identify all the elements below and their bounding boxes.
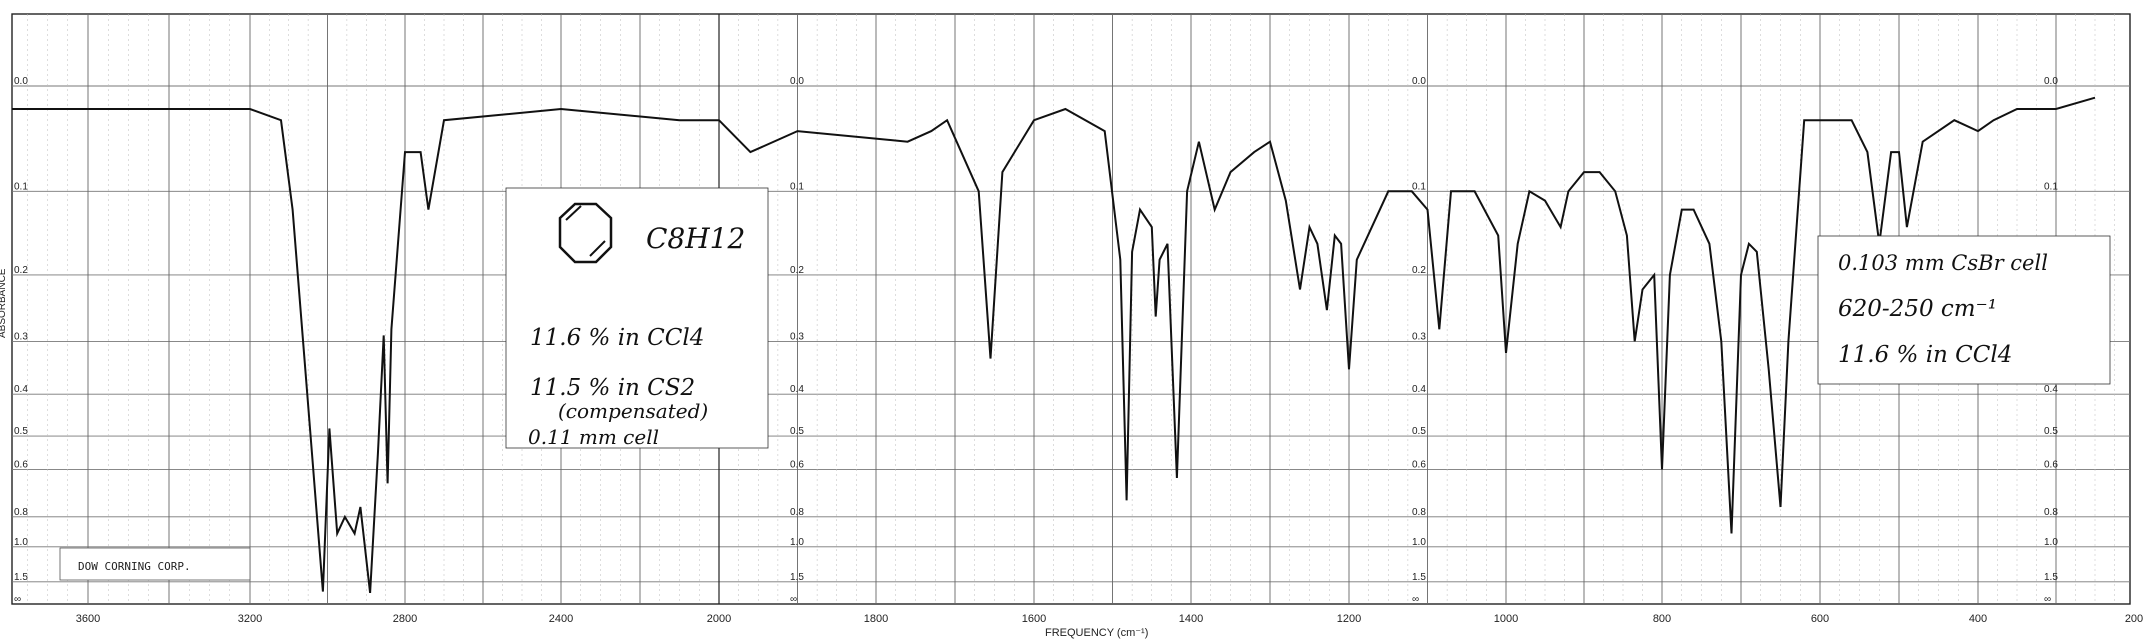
absorbance-tick-label: 0.5 [1412,426,1426,437]
frequency-tick-label: 2800 [393,613,417,625]
absorbance-tick-label: 0.5 [790,426,804,437]
absorbance-tick-label: 0.8 [14,507,28,518]
frequency-tick-label: 3200 [238,613,262,625]
frequency-tick-label: 1600 [1022,613,1046,625]
absorbance-tick-label: 0.3 [1412,331,1426,342]
frequency-tick-label: 2400 [549,613,573,625]
note-left-1: 11.6 % in CCl4 [530,325,704,351]
absorbance-tick-label: 0.4 [14,384,28,395]
absorbance-tick-label: 0.6 [2044,459,2058,470]
absorbance-tick-label: 1.0 [790,537,804,548]
plot-frame [11,13,2131,605]
note-box [1817,235,2111,385]
absorbance-tick-label: 0.1 [2044,181,2058,192]
absorbance-tick-label: ∞ [14,594,21,605]
frequency-tick-label: 3600 [76,613,100,625]
frequency-tick-label: 1200 [1337,613,1361,625]
frequency-tick-label: 600 [1811,613,1829,625]
frequency-tick-label: 200 [2125,613,2143,625]
absorbance-tick-label: 0.6 [1412,459,1426,470]
absorbance-tick-label: 0.6 [14,459,28,470]
formula-text: C8H12 [646,222,745,255]
absorbance-tick-label: 1.5 [14,572,28,583]
absorbance-tick-label: 0.8 [2044,507,2058,518]
absorbance-tick-label: 0.4 [790,384,804,395]
absorbance-tick-label: 0.4 [1412,384,1426,395]
note-left-3: (compensated) [558,399,708,423]
x-axis-label: FREQUENCY (cm⁻¹) [1045,627,1148,639]
absorbance-tick-label: 1.0 [14,537,28,548]
absorbance-tick-label: 0.0 [1412,76,1426,87]
absorbance-tick-label: 0.3 [14,331,28,342]
frequency-tick-label: 2000 [707,613,731,625]
absorbance-tick-label: 1.5 [1412,572,1426,583]
y-axis-label: ABSORBANCE [0,268,8,338]
note-right-1: 0.103 mm CsBr cell [1838,251,2048,275]
absorbance-tick-label: 0.2 [14,265,28,276]
absorbance-tick-label: 1.0 [1412,537,1426,548]
frequency-tick-label: 1400 [1179,613,1203,625]
cyclooctadiene-structure-icon [558,202,613,264]
absorbance-tick-label: ∞ [2044,594,2051,605]
absorbance-tick-label: 0.1 [14,181,28,192]
absorbance-tick-label: 0.2 [790,265,804,276]
absorbance-tick-label: 0.3 [790,331,804,342]
absorbance-tick-label: 0.8 [1412,507,1426,518]
frequency-tick-label: 400 [1969,613,1987,625]
note-right-2: 620-250 cm⁻¹ [1838,296,1997,322]
absorbance-tick-label: 1.0 [2044,537,2058,548]
absorbance-tick-label: ∞ [1412,594,1419,605]
absorbance-tick-label: 0.4 [2044,384,2058,395]
spectrum-line [12,96,2096,594]
absorbance-tick-label: 0.6 [790,459,804,470]
absorbance-tick-label: 1.5 [790,572,804,583]
double-bond-line [589,240,606,257]
frequency-tick-label: 800 [1653,613,1671,625]
note-box [505,187,769,449]
absorbance-tick-label: 0.2 [1412,265,1426,276]
absorbance-tick-label: 0.1 [1412,181,1426,192]
absorbance-tick-label: 0.5 [2044,426,2058,437]
note-box-right: 0.103 mm CsBr cell 620-250 cm⁻¹ 11.6 % i… [1817,235,2111,385]
note-left-4: 0.11 mm cell [528,425,659,449]
absorbance-tick-label: 0.0 [2044,76,2058,87]
stamp-box [59,547,251,581]
absorbance-tick-label: ∞ [790,594,797,605]
frequency-tick-label: 1800 [864,613,888,625]
frequency-ticks: 3600 3200 2800 2400 2000 1800 1600 1400 1200 1000… [76,613,2143,625]
note-box-left: C8H12 11.6 % in CCl4 11.5 % in CS2 (comp… [505,187,769,449]
absorbance-tick-label: 0.8 [790,507,804,518]
absorbance-tick-label: 0.1 [790,181,804,192]
note-left-2: 11.5 % in CS2 [530,375,695,401]
frequency-tick-label: 1000 [1494,613,1518,625]
note-right-3: 11.6 % in CCl4 [1838,342,2012,368]
absorbance-tick-label: 0.5 [14,426,28,437]
absorbance-tick-label: 0.0 [14,76,28,87]
absorbance-tick-label: 0.0 [790,76,804,87]
dow-corning-stamp: DOW CORNING CORP. [78,560,191,573]
double-bond-line [565,205,582,221]
absorbance-tick-label: 1.5 [2044,572,2058,583]
